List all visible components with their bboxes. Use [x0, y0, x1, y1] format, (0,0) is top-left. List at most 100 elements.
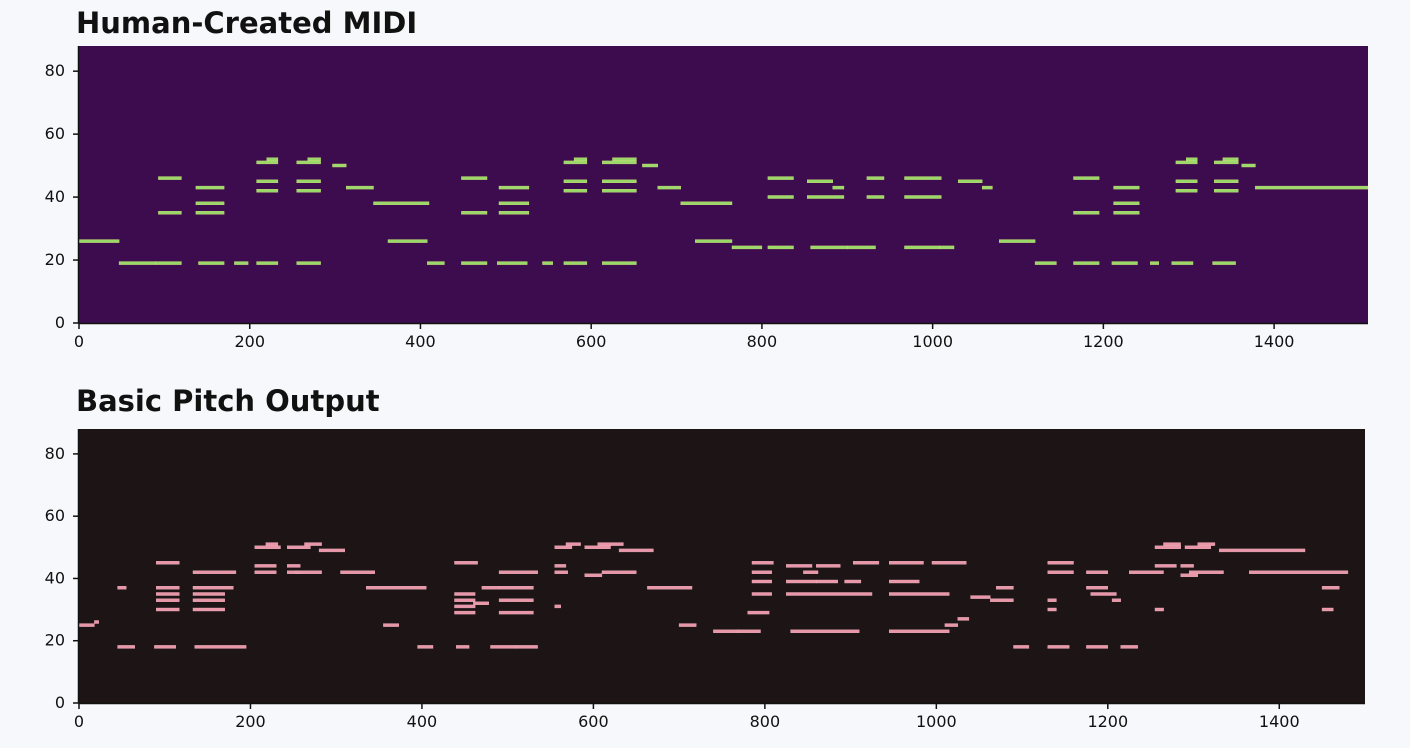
- human-midi-note: [1113, 211, 1140, 215]
- human-midi-note: [158, 211, 182, 215]
- human-midi-note: [296, 261, 321, 265]
- human-midi-note: [195, 201, 225, 206]
- basic-pitch-note: [155, 586, 180, 590]
- basic-pitch-note: [957, 617, 970, 621]
- human-midi-note: [498, 211, 530, 215]
- basic-pitch-note: [340, 570, 375, 574]
- basic-pitch-note: [254, 570, 277, 574]
- human-midi-note: [866, 195, 885, 199]
- human-midi-note: [498, 185, 530, 190]
- basic-pitch-x-tick-label: 200: [235, 712, 266, 731]
- basic-pitch-note: [1188, 570, 1224, 574]
- human-midi-note: [256, 188, 279, 193]
- basic-pitch-note: [1184, 545, 1211, 549]
- basic-pitch-note: [1047, 645, 1070, 649]
- basic-pitch-note: [78, 623, 95, 627]
- basic-pitch-note: [417, 645, 434, 649]
- basic-pitch-note: [751, 561, 774, 565]
- human-midi-note: [767, 245, 794, 250]
- human-midi-panel: Human-Created MIDI 0 200 400 600 800 1000 1200…: [45, 6, 1369, 351]
- human-midi-y-tick-label: 20: [45, 250, 65, 269]
- basic-pitch-note: [889, 579, 920, 584]
- basic-pitch-note: [751, 570, 772, 574]
- human-midi-plot-area: [79, 46, 1368, 323]
- human-midi-note: [563, 188, 588, 193]
- human-midi-note: [195, 211, 225, 215]
- basic-pitch-note: [1120, 645, 1138, 649]
- basic-pitch-note: [889, 592, 950, 596]
- basic-pitch-note: [1047, 598, 1057, 602]
- human-midi-note: [1171, 261, 1194, 265]
- basic-pitch-note: [1086, 586, 1109, 590]
- basic-pitch-note: [554, 545, 573, 549]
- basic-pitch-note: [1219, 548, 1306, 553]
- basic-pitch-note: [1163, 542, 1181, 546]
- basic-pitch-note: [601, 570, 637, 574]
- basic-pitch-title: Basic Pitch Output: [76, 384, 380, 418]
- basic-pitch-note: [944, 623, 959, 627]
- human-midi-y-tick-label: 80: [45, 61, 65, 80]
- basic-pitch-note: [1111, 598, 1121, 602]
- basic-pitch-note: [192, 586, 234, 590]
- basic-pitch-note: [287, 564, 301, 568]
- basic-pitch-note: [117, 586, 127, 590]
- basic-pitch-note: [192, 607, 225, 612]
- human-midi-note: [332, 163, 347, 168]
- basic-pitch-y-tick-label: 20: [45, 631, 65, 650]
- basic-pitch-note: [192, 570, 237, 574]
- human-midi-note: [1073, 261, 1100, 265]
- human-midi-note: [266, 157, 279, 161]
- basic-pitch-note: [454, 592, 476, 596]
- human-midi-note: [832, 185, 845, 190]
- basic-pitch-note: [790, 629, 860, 633]
- basic-pitch-notes: [78, 542, 1349, 649]
- basic-pitch-note: [366, 586, 427, 590]
- human-midi-note: [307, 157, 321, 161]
- basic-pitch-note: [554, 564, 567, 568]
- human-midi-note: [1175, 179, 1198, 184]
- basic-pitch-note: [94, 620, 99, 624]
- basic-pitch-note: [1128, 570, 1164, 574]
- basic-pitch-note: [1321, 607, 1334, 612]
- basic-pitch-note: [1321, 586, 1340, 590]
- basic-pitch-note: [1013, 645, 1030, 649]
- basic-pitch-panel: Basic Pitch Output 0 200 400 600 800 1000 1200…: [45, 384, 1365, 731]
- basic-pitch-note: [295, 570, 322, 574]
- basic-pitch-note: [1197, 542, 1216, 546]
- human-midi-notes: [78, 157, 1369, 265]
- human-midi-note: [387, 239, 428, 243]
- basic-pitch-note: [554, 570, 568, 574]
- human-midi-note: [1150, 261, 1160, 265]
- human-midi-note: [256, 179, 279, 184]
- basic-pitch-note: [751, 579, 772, 584]
- human-midi-x-tick-label: 200: [234, 332, 265, 351]
- human-midi-note: [958, 179, 983, 184]
- basic-pitch-note: [192, 598, 225, 602]
- human-midi-note: [427, 261, 445, 265]
- basic-pitch-note: [498, 570, 538, 574]
- basic-pitch-note: [1047, 607, 1057, 612]
- human-midi-note: [1241, 163, 1256, 168]
- basic-pitch-x-tick-label: 1000: [916, 712, 957, 731]
- basic-pitch-note: [889, 561, 924, 565]
- human-midi-note: [1222, 157, 1239, 161]
- human-midi-note: [155, 261, 182, 265]
- human-midi-title: Human-Created MIDI: [76, 6, 417, 40]
- human-midi-note: [602, 179, 637, 184]
- human-midi-note: [1214, 188, 1239, 193]
- basic-pitch-note: [490, 645, 517, 649]
- basic-pitch-note: [192, 592, 225, 596]
- basic-pitch-note: [996, 586, 1014, 590]
- basic-pitch-x-axis: 0 200 400 600 800 1000 1200 1400: [74, 702, 1365, 731]
- human-midi-note: [498, 201, 530, 206]
- basic-pitch-note: [1154, 545, 1181, 549]
- human-midi-note: [461, 261, 488, 265]
- basic-pitch-note: [1086, 645, 1109, 649]
- human-midi-x-tick-label: 600: [576, 332, 607, 351]
- human-midi-y-axis: 0 20 40 60 80: [45, 46, 80, 332]
- human-midi-note: [657, 185, 681, 190]
- human-midi-y-tick-label: 40: [45, 187, 65, 206]
- basic-pitch-note: [498, 610, 534, 615]
- basic-pitch-y-tick-label: 80: [45, 444, 65, 463]
- human-midi-note: [573, 157, 588, 161]
